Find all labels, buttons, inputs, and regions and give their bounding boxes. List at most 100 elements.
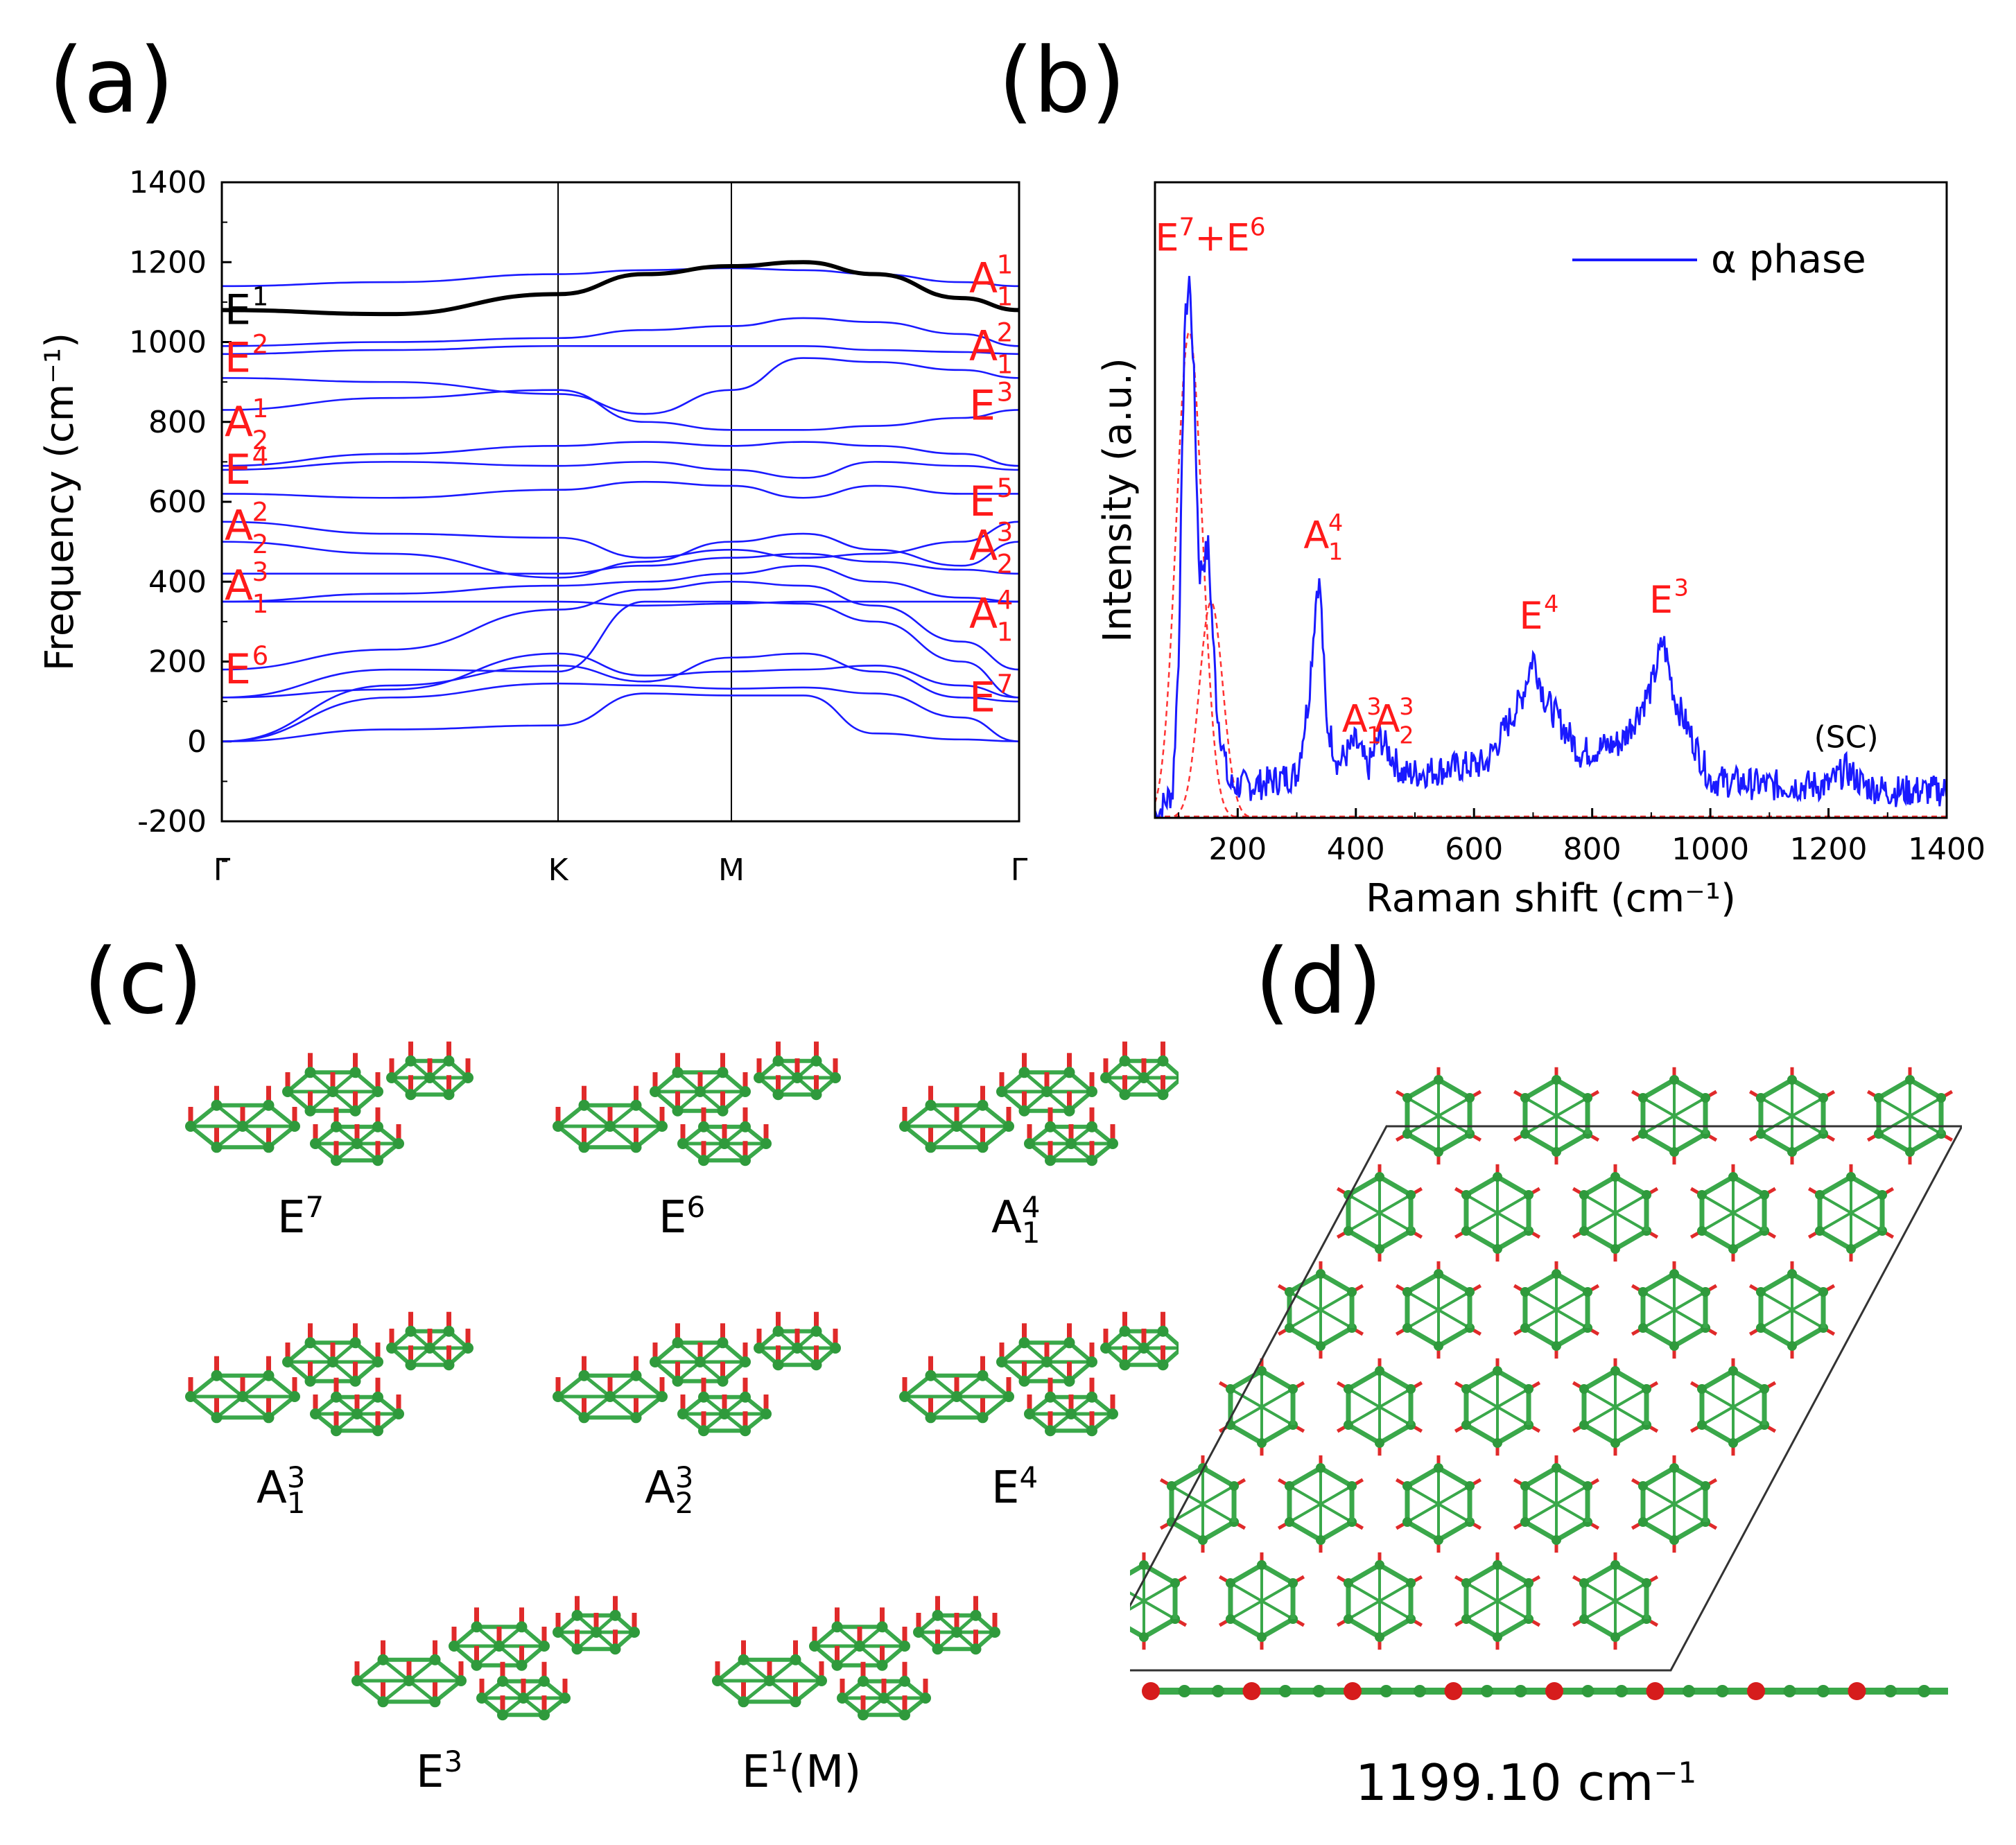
kpoint-label: K bbox=[548, 852, 569, 888]
atom bbox=[1257, 1560, 1267, 1570]
bond bbox=[1614, 1422, 1648, 1446]
atom bbox=[1524, 1578, 1534, 1588]
atom bbox=[1225, 1578, 1235, 1588]
atom bbox=[443, 1325, 455, 1337]
bond bbox=[1465, 1212, 1498, 1232]
bond bbox=[1909, 1114, 1943, 1135]
atom bbox=[609, 1609, 621, 1621]
raman-spectrum-line bbox=[1154, 276, 1948, 819]
atom bbox=[372, 1356, 383, 1367]
mode-label-sup: 3 bbox=[444, 1744, 463, 1778]
side-view-atom bbox=[1918, 1685, 1931, 1697]
plot-frame bbox=[1154, 181, 1948, 819]
bond bbox=[241, 1374, 270, 1398]
atom bbox=[1375, 1172, 1384, 1182]
bond bbox=[1556, 1309, 1589, 1329]
atom bbox=[494, 1641, 505, 1652]
y-tick-label: 200 bbox=[148, 645, 207, 680]
bond bbox=[1288, 1271, 1322, 1295]
atom bbox=[1787, 1075, 1797, 1085]
atom bbox=[1579, 1384, 1589, 1394]
atom bbox=[717, 1337, 729, 1349]
atom bbox=[351, 1138, 363, 1149]
atom bbox=[1520, 1093, 1530, 1103]
mode-label-sup: 3 bbox=[286, 1460, 306, 1494]
bond bbox=[1818, 1212, 1852, 1232]
bond bbox=[1818, 1174, 1852, 1198]
bond bbox=[1438, 1291, 1471, 1311]
mode-label-sub: 1 bbox=[286, 1486, 306, 1521]
atom bbox=[1107, 1138, 1118, 1149]
atom bbox=[516, 1621, 528, 1633]
bond bbox=[1642, 1291, 1675, 1311]
atom bbox=[1229, 1481, 1240, 1491]
atom bbox=[1406, 1384, 1416, 1394]
bond bbox=[1818, 1228, 1852, 1252]
atom bbox=[816, 1675, 827, 1686]
atom bbox=[1637, 1287, 1648, 1297]
y-axis-title: Intensity (a.u.) bbox=[1095, 358, 1140, 642]
bond bbox=[1229, 1422, 1263, 1446]
bond bbox=[1170, 1519, 1204, 1543]
frequency-exponent: −1 bbox=[1653, 1756, 1697, 1790]
mode-label-base: A bbox=[645, 1462, 675, 1514]
y-tick-label: 400 bbox=[148, 564, 207, 600]
atom bbox=[1610, 1438, 1620, 1448]
atom bbox=[1846, 1172, 1856, 1182]
atom bbox=[1520, 1287, 1530, 1297]
atom bbox=[1755, 1287, 1766, 1297]
mode-label-sub bbox=[686, 1220, 705, 1246]
atom bbox=[1066, 1408, 1077, 1419]
atom bbox=[809, 1641, 820, 1652]
atom bbox=[609, 1643, 621, 1655]
atom bbox=[854, 1641, 865, 1652]
bond bbox=[1555, 1271, 1589, 1295]
bond bbox=[1642, 1077, 1676, 1101]
atom bbox=[1041, 1086, 1052, 1097]
bond bbox=[1378, 1422, 1412, 1446]
structure-cluster bbox=[650, 1323, 751, 1387]
bond bbox=[381, 1658, 410, 1682]
bond bbox=[1379, 1212, 1412, 1232]
bond bbox=[1615, 1193, 1648, 1214]
atom bbox=[349, 1067, 361, 1078]
atom bbox=[1045, 1425, 1056, 1437]
bond bbox=[1130, 1626, 1145, 1640]
atom bbox=[263, 1099, 275, 1111]
y-tick-label: 800 bbox=[148, 405, 207, 440]
bond bbox=[1759, 1077, 1793, 1101]
mode-label-sup: 4 bbox=[1019, 1460, 1039, 1494]
atom bbox=[1818, 1287, 1829, 1297]
atom bbox=[1434, 1535, 1443, 1545]
bond bbox=[1406, 1503, 1439, 1523]
atom bbox=[677, 1138, 688, 1149]
bond bbox=[1850, 1174, 1884, 1198]
atom bbox=[1461, 1190, 1471, 1200]
bond bbox=[1673, 1271, 1707, 1295]
atom bbox=[1637, 1517, 1648, 1527]
atom bbox=[1936, 1093, 1947, 1103]
atom bbox=[1434, 1341, 1443, 1351]
band-label-left: A3 1 bbox=[225, 557, 268, 619]
bond bbox=[1465, 1388, 1498, 1408]
bond bbox=[1614, 1368, 1648, 1392]
atom bbox=[1552, 1147, 1561, 1157]
bond bbox=[1642, 1465, 1676, 1489]
peak-label: E3 bbox=[1649, 575, 1689, 622]
atom bbox=[630, 1412, 642, 1424]
side-view-atom bbox=[1683, 1685, 1695, 1697]
atom bbox=[1086, 1425, 1097, 1437]
bond bbox=[1406, 1291, 1439, 1311]
bond bbox=[1791, 1309, 1825, 1329]
peak-label: E7+E6 bbox=[1155, 213, 1265, 260]
band-label-right-text: E5 bbox=[969, 473, 1013, 526]
atom bbox=[1642, 1384, 1652, 1394]
lattice-cell bbox=[1218, 1358, 1305, 1456]
bond bbox=[1877, 1077, 1911, 1101]
atom bbox=[429, 1696, 441, 1708]
bond bbox=[1378, 1228, 1412, 1252]
phonon-band bbox=[221, 564, 1020, 603]
bond bbox=[1142, 1616, 1176, 1640]
x-tick-label: 600 bbox=[1445, 832, 1503, 867]
bond bbox=[1556, 1114, 1589, 1135]
